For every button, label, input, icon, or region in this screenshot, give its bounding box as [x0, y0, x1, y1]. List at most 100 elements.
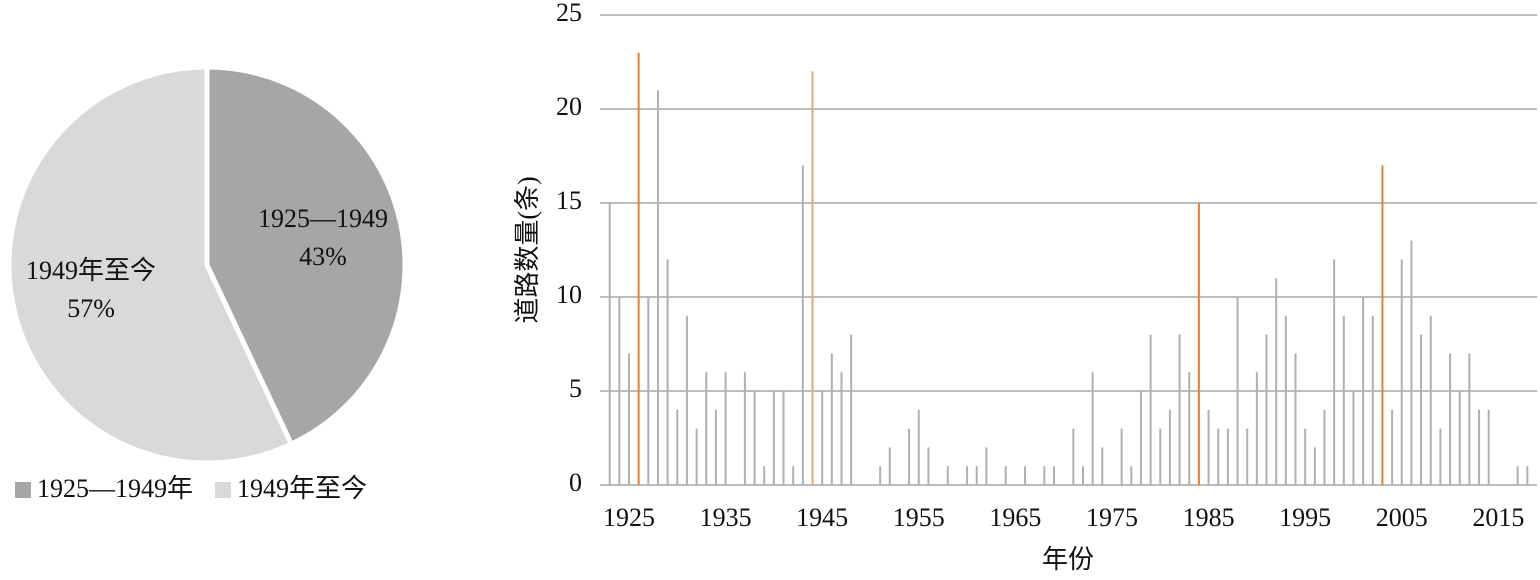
legend-swatch [215, 482, 232, 498]
bar [743, 372, 746, 485]
slice-label: 1949年至今 [26, 256, 156, 285]
bar [801, 165, 804, 485]
bar [1168, 409, 1171, 485]
bar [1526, 466, 1529, 485]
bar [1429, 315, 1432, 485]
bar [1468, 353, 1471, 485]
legend-swatch [15, 482, 31, 498]
bar [1275, 278, 1278, 485]
bar [647, 297, 650, 485]
bar [1149, 334, 1152, 485]
bar [1400, 259, 1403, 485]
bar [917, 409, 920, 485]
bar [1294, 353, 1297, 485]
bar [1478, 409, 1481, 485]
bar [966, 466, 969, 485]
y-tick-label: 5 [569, 374, 582, 403]
y-tick-label: 25 [556, 0, 582, 27]
bar [1120, 428, 1123, 485]
bar [946, 466, 949, 485]
x-tick-label: 1995 [1279, 503, 1331, 532]
y-axis-title: 道路数量(条) [513, 176, 542, 323]
bar [1139, 391, 1142, 485]
bar [830, 353, 833, 485]
bar [618, 297, 621, 485]
bar [627, 353, 630, 485]
y-tick-label: 15 [556, 186, 582, 215]
x-tick-label: 1935 [700, 503, 752, 532]
bar [1362, 297, 1365, 485]
x-axis-title: 年份 [1042, 545, 1094, 574]
pie-slice [6, 64, 295, 466]
bar [763, 466, 766, 485]
bar [985, 447, 988, 485]
x-tick-label: 2015 [1472, 503, 1524, 532]
bar [1391, 409, 1394, 485]
bar [666, 259, 669, 485]
bar [1091, 372, 1094, 485]
bar [1217, 428, 1220, 485]
bar [637, 52, 640, 485]
bar [1265, 334, 1268, 485]
bar [792, 466, 795, 485]
bar [927, 447, 930, 485]
bar [1207, 409, 1210, 485]
bar [1371, 315, 1374, 485]
bar [1516, 466, 1519, 485]
bar [1342, 315, 1345, 485]
bar [1236, 297, 1239, 485]
bar [1053, 466, 1056, 485]
bar [975, 466, 978, 485]
bar [1101, 447, 1104, 485]
x-tick-label: 1925 [603, 503, 655, 532]
bar [840, 372, 843, 485]
y-tick-label: 0 [569, 468, 582, 497]
bar [705, 372, 708, 485]
bar [1226, 428, 1229, 485]
bar [1130, 466, 1133, 485]
bar [1333, 259, 1336, 485]
bar [1410, 240, 1413, 485]
x-tick-label: 1975 [1086, 503, 1138, 532]
bar [772, 391, 775, 485]
legend-label: 1949年至今 [237, 474, 367, 503]
y-tick-label: 10 [556, 280, 582, 309]
bar [1081, 466, 1084, 485]
bar [1313, 447, 1316, 485]
slice-value-label: 57% [67, 294, 115, 323]
x-tick-label: 2005 [1376, 503, 1428, 532]
bar [1458, 391, 1461, 485]
bar [908, 428, 911, 485]
bar [821, 391, 824, 485]
bar [1352, 391, 1355, 485]
bar [1420, 334, 1423, 485]
bar [1004, 466, 1007, 485]
bar [879, 466, 882, 485]
bar [1072, 428, 1075, 485]
bar [656, 90, 659, 485]
bar [685, 315, 688, 485]
bar [850, 334, 853, 485]
bar [724, 372, 727, 485]
x-tick-label: 1955 [893, 503, 945, 532]
bar [1024, 466, 1027, 485]
bar [888, 447, 891, 485]
bar [1178, 334, 1181, 485]
bar [1159, 428, 1162, 485]
bar [676, 409, 679, 485]
x-tick-label: 1945 [796, 503, 848, 532]
bar [1188, 372, 1191, 485]
bar [1284, 315, 1287, 485]
slice-label: 1925—1949 [258, 204, 388, 233]
bar [695, 428, 698, 485]
bar [753, 391, 756, 485]
slice-value-label: 43% [299, 242, 347, 271]
bar [714, 409, 717, 485]
bar [1323, 409, 1326, 485]
bar [782, 391, 785, 485]
bar [1487, 409, 1490, 485]
legend-label: 1925—1949年 [37, 474, 193, 503]
bar [608, 203, 611, 485]
bar [1381, 165, 1384, 485]
